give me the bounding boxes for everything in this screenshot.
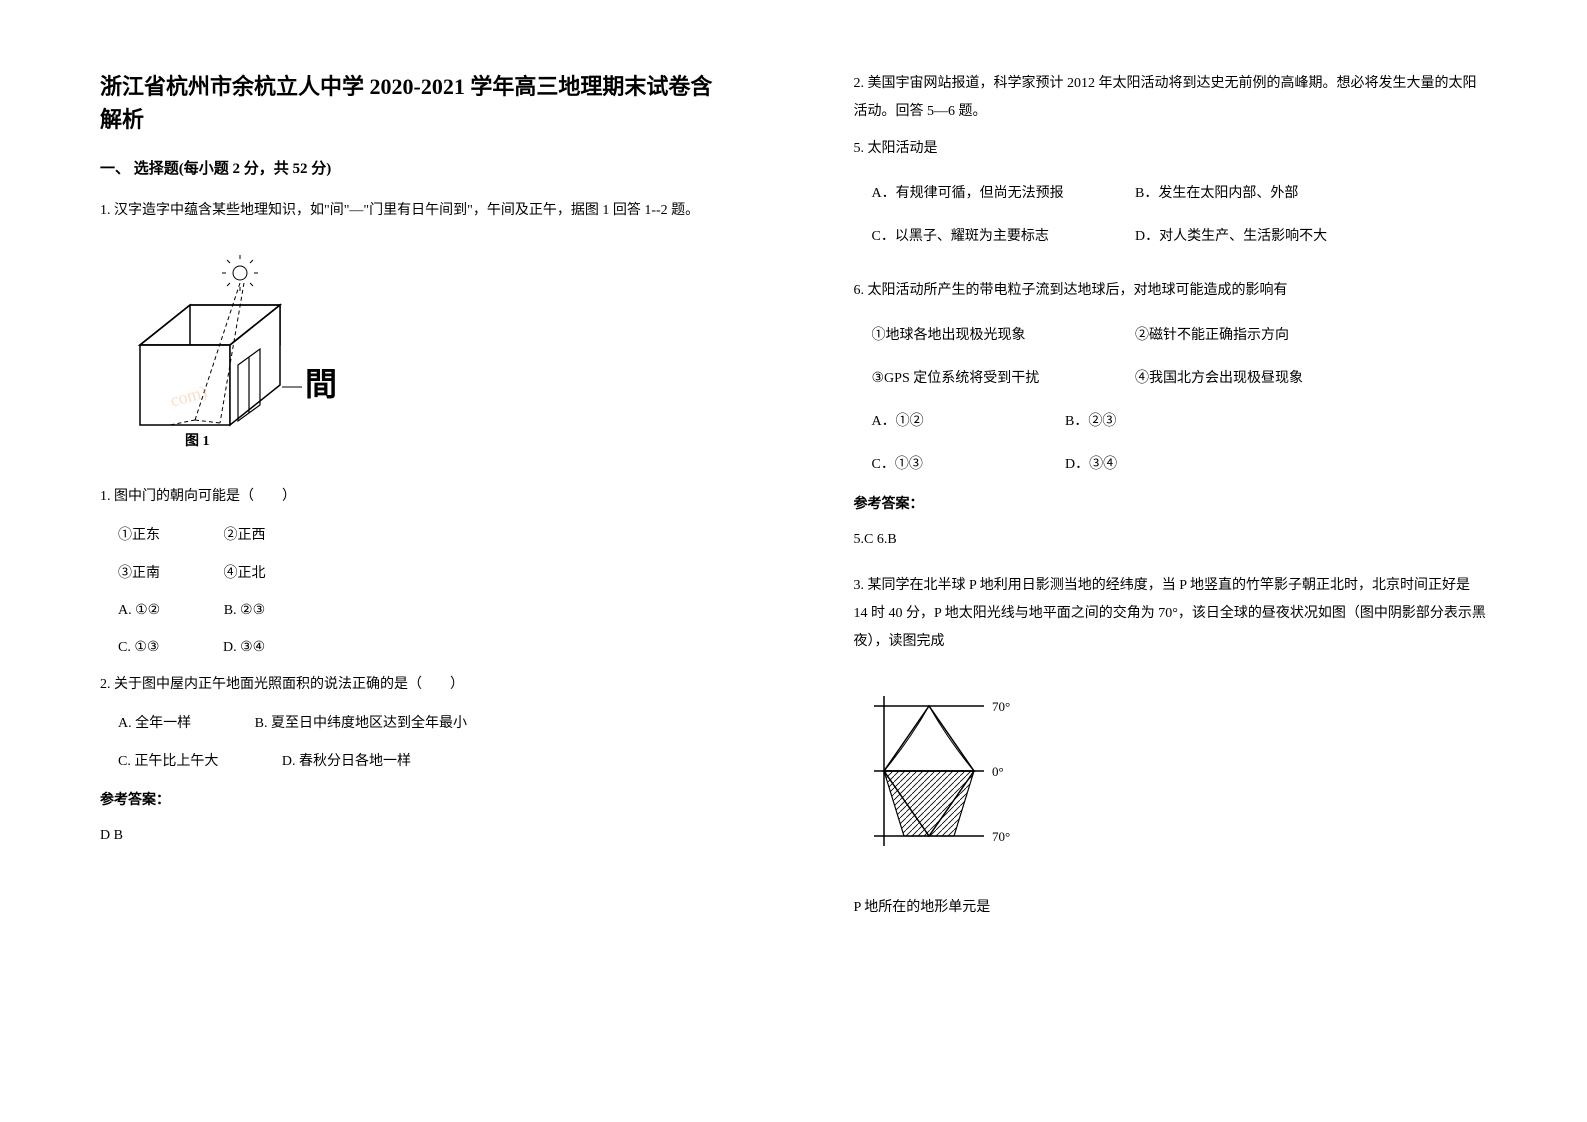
opt-B: B．②③ <box>1065 409 1116 434</box>
q1-1-row3: A. ①② B. ②③ <box>118 598 734 623</box>
item-4: ④我国北方会出现极昼现象 <box>1135 366 1395 391</box>
opt-C: C．以黑子、耀斑为主要标志 <box>872 224 1132 249</box>
q1-1-row2: ③正南 ④正北 <box>118 561 734 586</box>
house-diagram-svg: 間 图 1 <box>110 255 370 455</box>
opt-B: B. ②③ <box>224 598 265 623</box>
q1-intro: 1. 汉字造字中蕴含某些地理知识，如"间"—"门里有日午间到"，午间及正午，据图… <box>100 197 734 225</box>
q1-1: 1. 图中门的朝向可能是（ ） <box>100 484 734 509</box>
q5: 5. 太阳活动是 <box>854 136 1488 161</box>
opt-D: D．对人类生产、生活影响不大 <box>1135 224 1395 249</box>
opt-D: D．③④ <box>1065 452 1117 477</box>
jian-character: 間 <box>305 366 337 402</box>
opt-1: ①正东 <box>118 523 160 548</box>
q6: 6. 太阳活动所产生的带电粒子流到达地球后，对地球可能造成的影响有 <box>854 278 1488 303</box>
item-3: ③GPS 定位系统将受到干扰 <box>872 366 1132 391</box>
q2-intro: 2. 美国宇宙网站报道，科学家预计 2012 年太阳活动将到达史无前例的高峰期。… <box>854 70 1488 126</box>
q6-opts-row1: A．①② B．②③ <box>872 409 1488 434</box>
opt-2: ②正西 <box>224 523 266 548</box>
q6-items-row2: ③GPS 定位系统将受到干扰 ④我国北方会出现极昼现象 <box>872 366 1488 391</box>
lat-70s: 70° <box>992 829 1010 844</box>
opt-C: C. 正午比上午大 <box>118 749 218 774</box>
opt-C: C. ①③ <box>118 635 159 660</box>
q3-sub: P 地所在的地形单元是 <box>854 895 1488 920</box>
q1-2-row2: C. 正午比上午大 D. 春秋分日各地一样 <box>118 749 734 774</box>
answer-text-1: D B <box>100 823 734 848</box>
lat-70n: 70° <box>992 699 1010 714</box>
globe-figure: 70° 0° 70° <box>864 686 1488 875</box>
opt-3: ③正南 <box>118 561 160 586</box>
q3-intro: 3. 某同学在北半球 P 地利用日影测当地的经纬度，当 P 地竖直的竹竿影子朝正… <box>854 572 1488 656</box>
lat-0: 0° <box>992 764 1004 779</box>
q6-opts-row2: C．①③ D．③④ <box>872 452 1488 477</box>
q1-1-row1: ①正东 ②正西 <box>118 523 734 548</box>
item-2: ②磁针不能正确指示方向 <box>1135 323 1395 348</box>
q1-1-row4: C. ①③ D. ③④ <box>118 635 734 660</box>
item-1: ①地球各地出现极光现象 <box>872 323 1132 348</box>
answer-text-2: 5.C 6.B <box>854 527 1488 552</box>
left-column: 浙江省杭州市余杭立人中学 2020-2021 学年高三地理期末试卷含解析 一、 … <box>0 0 794 1122</box>
figure-1: 間 图 1 com) <box>110 255 734 464</box>
answer-header-1: 参考答案： <box>100 788 734 813</box>
opt-A: A. 全年一样 <box>118 711 191 736</box>
opt-D: D. 春秋分日各地一样 <box>282 749 411 774</box>
q6-items-row1: ①地球各地出现极光现象 ②磁针不能正确指示方向 <box>872 323 1488 348</box>
opt-A: A. ①② <box>118 598 160 623</box>
answer-header-2: 参考答案： <box>854 492 1488 517</box>
right-column: 2. 美国宇宙网站报道，科学家预计 2012 年太阳活动将到达史无前例的高峰期。… <box>794 0 1587 1122</box>
opt-C: C．①③ <box>872 452 1002 477</box>
opt-D: D. ③④ <box>223 635 265 660</box>
globe-svg: 70° 0° 70° <box>864 686 1064 866</box>
q1-2: 2. 关于图中屋内正午地面光照面积的说法正确的是（ ） <box>100 672 734 697</box>
sun-icon <box>222 255 258 291</box>
q5-row1: A．有规律可循，但尚无法预报 B．发生在太阳内部、外部 <box>872 181 1488 206</box>
opt-A: A．①② <box>872 409 1002 434</box>
opt-4: ④正北 <box>224 561 266 586</box>
opt-B: B．发生在太阳内部、外部 <box>1135 181 1395 206</box>
opt-A: A．有规律可循，但尚无法预报 <box>872 181 1132 206</box>
exam-title: 浙江省杭州市余杭立人中学 2020-2021 学年高三地理期末试卷含解析 <box>100 70 734 136</box>
q5-row2: C．以黑子、耀斑为主要标志 D．对人类生产、生活影响不大 <box>872 224 1488 249</box>
figure-caption: 图 1 <box>185 433 210 449</box>
section-header: 一、 选择题(每小题 2 分，共 52 分) <box>100 156 734 183</box>
opt-B: B. 夏至日中纬度地区达到全年最小 <box>255 711 467 736</box>
q1-2-row1: A. 全年一样 B. 夏至日中纬度地区达到全年最小 <box>118 711 734 736</box>
